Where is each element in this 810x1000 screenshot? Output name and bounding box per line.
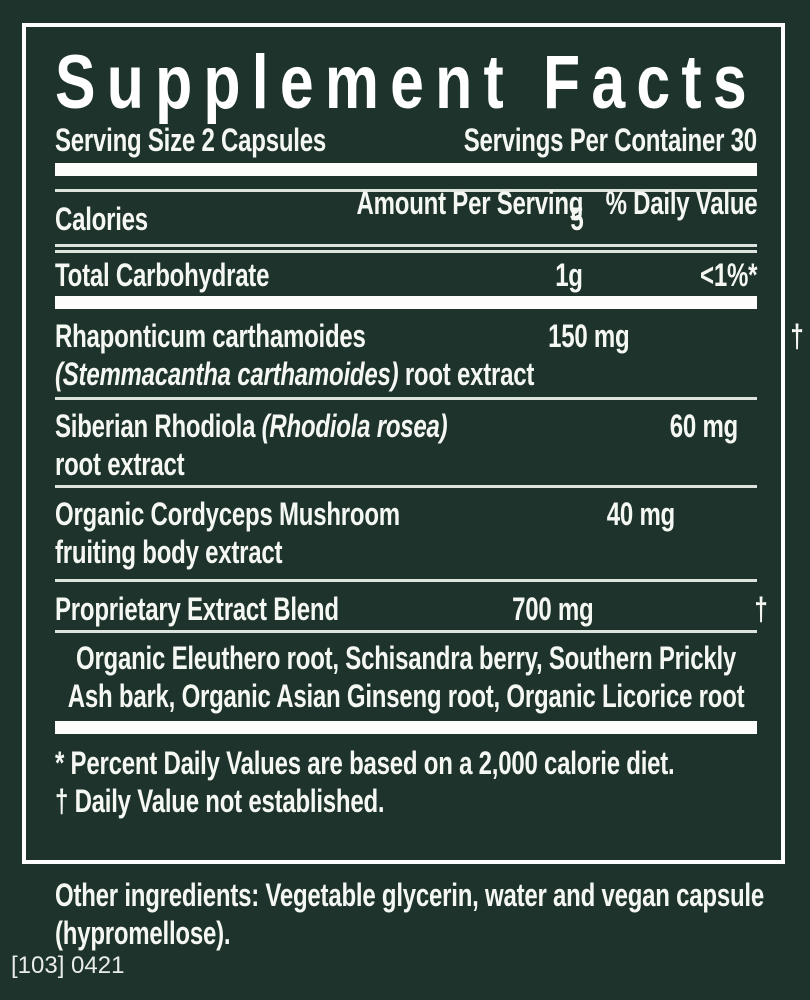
row-cordyceps: Organic Cordyceps Mushroom 40 mg † fruit… [55, 488, 757, 579]
divider-thick-bottom [55, 721, 757, 734]
nutrient-dv: <1%* [699, 257, 757, 293]
nutrient-amount: 40 mg [606, 496, 675, 532]
nutrient-name: Organic Cordyceps Mushroom [55, 496, 400, 532]
footnote-not-established: † Daily Value not established. [55, 783, 385, 819]
nutrient-name-line2: (Stemmacantha carthamoides) root extract [55, 355, 757, 393]
nutrient-amount: 150 mg [547, 318, 630, 354]
row-siberian-rhodiola: Siberian Rhodiola (Rhodiola rosea) 60 mg… [55, 400, 757, 485]
divider-thin [55, 397, 757, 400]
nutrient-amount: 60 mg [669, 408, 739, 444]
row-rhaponticum: Rhaponticum carthamoides 150 mg † (Stemm… [55, 309, 803, 397]
nutrient-dv: † [790, 318, 804, 354]
divider-thin [55, 579, 757, 582]
panel-title: Supplement Facts [55, 45, 757, 121]
servings-per-container: Servings Per Container 30 [463, 122, 757, 158]
footnotes: * Percent Daily Values are based on a 2,… [55, 744, 757, 820]
nutrient-amount: 5 [569, 201, 583, 237]
panel-title-text: Supplement Facts [55, 40, 758, 125]
nutrient-name: Calories [55, 201, 148, 237]
nutrient-name-line2: root extract [55, 446, 185, 482]
footnote-percent-dv: * Percent Daily Values are based on a 2,… [55, 745, 675, 781]
row-proprietary-blend: Proprietary Extract Blend 700 mg † [55, 582, 768, 630]
column-header-daily-value: % Daily Value [605, 185, 757, 221]
blend-ingredients-list: Organic Eleuthero root, Schisandra berry… [55, 633, 757, 721]
blend-ingredients-line1: Organic Eleuthero root, Schisandra berry… [75, 640, 737, 676]
other-ingredients-line2: (hypromellose). [55, 915, 231, 951]
serving-info-row: Serving Size 2 Capsules Servings Per Con… [55, 121, 757, 159]
nutrient-dv: † [754, 591, 768, 627]
nutrient-name: Proprietary Extract Blend [55, 591, 339, 627]
blend-ingredients-line2: Ash bark, Organic Asian Ginseng root, Or… [67, 678, 745, 714]
divider-thin [55, 189, 757, 192]
nutrient-amount: 700 mg [512, 591, 594, 627]
nutrient-name: Rhaponticum carthamoides [55, 318, 366, 354]
column-header-amount: Amount Per Serving [356, 185, 583, 221]
serving-size: Serving Size 2 Capsules [55, 122, 326, 158]
row-total-carbohydrate: Total Carbohydrate 1g <1%* [55, 253, 757, 296]
divider-double [55, 244, 757, 253]
divider-thin [55, 630, 757, 633]
nutrient-name: Total Carbohydrate [55, 257, 270, 293]
supplement-facts-panel: Supplement Facts Serving Size 2 Capsules… [22, 23, 803, 864]
latin-name: (Rhodiola rosea) [261, 408, 448, 444]
divider-thin [55, 485, 757, 488]
other-ingredients-line1: Other ingredients: Vegetable glycerin, w… [55, 877, 764, 913]
row-calories: Calories 5 [55, 192, 757, 244]
nutrient-amount: 1g [555, 257, 583, 293]
lot-code: [103] 0421 [11, 952, 125, 979]
nutrient-name-line2: fruiting body extract [55, 534, 283, 570]
nutrient-name: Siberian Rhodiola [55, 408, 262, 444]
divider-thick-mid [55, 296, 757, 309]
other-ingredients: Other ingredients: Vegetable glycerin, w… [55, 876, 810, 952]
name-rest: root extract [398, 356, 535, 392]
divider-thick-top [55, 163, 757, 176]
latin-name: (Stemmacantha carthamoides) [55, 356, 399, 392]
